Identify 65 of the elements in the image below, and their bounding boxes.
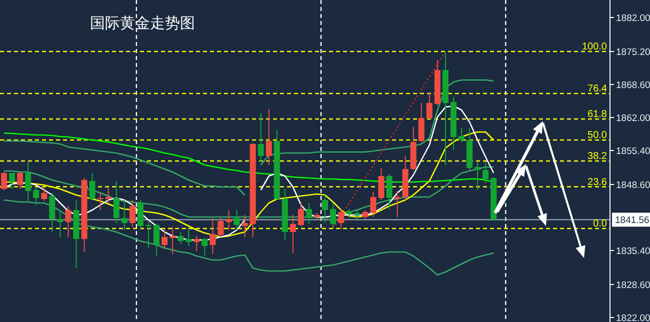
candlestick (9, 172, 16, 190)
candlestick (458, 128, 465, 142)
candlestick (394, 190, 400, 218)
candlestick (33, 186, 40, 206)
annotation: 50.0 (588, 130, 608, 141)
candlestick (121, 200, 128, 230)
y-tick-label: 1868.60 (616, 80, 650, 91)
annotation: 23.6 (588, 176, 608, 188)
candlestick (266, 108, 272, 166)
candlestick (41, 188, 48, 202)
candlestick (65, 206, 72, 238)
candlestick (186, 226, 192, 246)
candlestick (426, 92, 432, 120)
y-tick-label: 1848.60 (616, 180, 650, 191)
candlestick (386, 174, 392, 210)
candlestick (418, 102, 424, 142)
candlestick (49, 192, 56, 232)
candlestick (154, 224, 160, 256)
candlestick (338, 208, 344, 230)
y-tick-label: 1875.20 (616, 47, 650, 58)
candlestick (258, 112, 264, 162)
candlestick (378, 168, 384, 200)
annotation: 0.0 (593, 218, 608, 230)
candlestick (370, 192, 376, 218)
candlestick (145, 222, 152, 248)
candlestick (178, 232, 184, 244)
candlestick (97, 192, 104, 210)
candlestick (242, 214, 248, 238)
y-tick-label: 1855.40 (616, 146, 650, 157)
candlestick (89, 172, 96, 200)
candlestick (330, 202, 336, 228)
candlestick (113, 180, 120, 224)
annotation: 76.4 (588, 84, 608, 94)
candlestick (1, 172, 8, 190)
y-tick-label: 1828.60 (616, 280, 650, 291)
annotation: 38.2 (588, 151, 608, 162)
line-series (332, 50, 446, 230)
y-tick-label: 1822.00 (616, 313, 650, 322)
candlestick (298, 202, 304, 226)
annotation: 61.8 (588, 109, 608, 120)
candlestick (105, 188, 112, 204)
text: 国际黄金走势图 (90, 15, 195, 32)
candlestick (170, 226, 176, 254)
y-tick-label: 1835.40 (616, 246, 650, 257)
candlestick (306, 202, 312, 224)
candlestick (57, 212, 64, 238)
y-tick-label: 1862.00 (616, 113, 650, 124)
candlestick (218, 218, 224, 238)
candlestick (202, 238, 208, 256)
candlestick (474, 162, 481, 190)
candlestick (234, 210, 240, 230)
candlestick (25, 162, 32, 202)
candlestick (17, 172, 24, 190)
candlestick (482, 162, 489, 184)
candlestick (290, 214, 296, 254)
candlestick (162, 228, 168, 250)
candlestick (322, 194, 328, 224)
ref-line-label: 1841.56 (615, 215, 650, 226)
candlestick (226, 210, 232, 230)
candlestick (129, 200, 136, 228)
annotation: 100.0 (582, 42, 608, 52)
candlestick (137, 200, 144, 230)
y-tick-label: 1882.00 (616, 13, 650, 24)
candlestick (194, 236, 200, 252)
candlestick (210, 218, 216, 254)
